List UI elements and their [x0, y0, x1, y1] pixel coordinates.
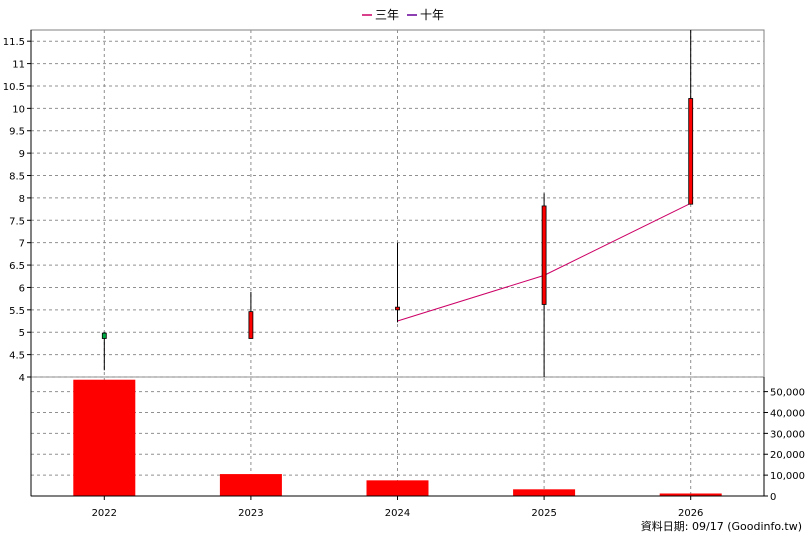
x-tick-label: 2024 [385, 508, 410, 519]
price-tick-label: 9 [19, 149, 25, 160]
price-tick-label: 8.5 [9, 172, 25, 183]
price-tick-label: 6 [19, 283, 25, 294]
volume-tick-label: 50,000 [770, 388, 805, 399]
volume-tick-label: 10,000 [770, 471, 805, 482]
volume-bar [513, 489, 576, 496]
volume-tick-label: 20,000 [770, 450, 805, 461]
legend-label: 三年 [375, 8, 399, 22]
price-tick-label: 6.5 [9, 261, 25, 272]
volume-bar [366, 480, 429, 496]
legend-label: 十年 [420, 8, 444, 22]
volume-bar [219, 474, 282, 496]
candle-body [101, 332, 107, 339]
candle-body [248, 311, 254, 339]
volume-tick-label: 30,000 [770, 429, 805, 440]
candle-body [541, 205, 547, 305]
source-note: 資料日期: 09/17 (Goodinfo.tw) [640, 520, 802, 533]
volume-tick-label: 40,000 [770, 408, 805, 419]
legend: 三年 十年 [362, 8, 444, 22]
price-tick-label: 4.5 [9, 351, 25, 362]
candle-body [395, 306, 400, 311]
volume-tick-label: 0 [770, 492, 776, 503]
price-tick-label: 5.5 [9, 306, 25, 317]
price-tick-label: 8 [19, 194, 25, 205]
x-tick-label: 2022 [92, 508, 117, 519]
volume-bar [659, 493, 722, 496]
price-tick-label: 9.5 [9, 127, 25, 138]
price-tick-label: 10.5 [3, 82, 25, 93]
price-tick-label: 4 [19, 373, 25, 384]
candles [101, 30, 694, 377]
x-tick-label: 2023 [238, 508, 263, 519]
price-tick-label: 10 [12, 104, 25, 115]
price-tick-label: 7 [19, 239, 25, 250]
candle-body [688, 98, 694, 205]
price-tick-label: 11 [12, 60, 25, 71]
x-tick-label: 2026 [678, 508, 703, 519]
volume-bars [73, 379, 722, 496]
volume-panel-frame [30, 376, 765, 497]
price-tick-label: 7.5 [9, 216, 25, 227]
price-tick-label: 11.5 [3, 37, 25, 48]
volume-bar [73, 379, 136, 496]
axes: 4 4.5 5 5.5 6 6.5 7 7.5 8 8.5 9 9.5 10 10.5 11 11.5 0 10,… [3, 30, 805, 519]
price-tick-label: 5 [19, 328, 25, 339]
x-tick-label: 2025 [531, 508, 556, 519]
